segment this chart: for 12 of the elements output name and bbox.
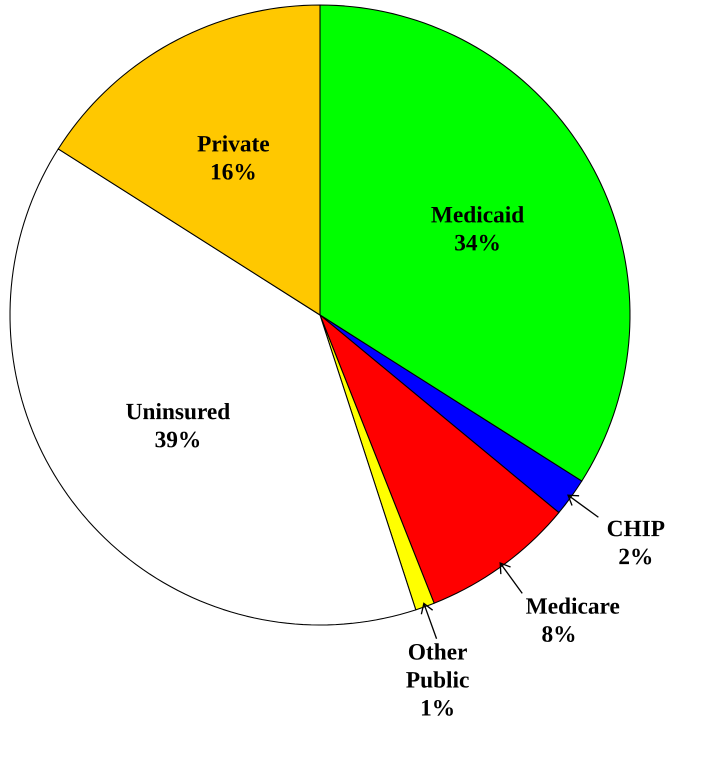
slice-label: Other Public bbox=[406, 643, 469, 688]
data-label: 8% bbox=[542, 626, 574, 642]
legend-label: Medicare bbox=[526, 597, 620, 614]
data-label: 34% bbox=[455, 234, 499, 251]
data-label: 1% bbox=[422, 700, 453, 716]
data-label: 16% bbox=[212, 164, 255, 180]
slice-label: Private bbox=[198, 135, 270, 152]
slice-label: CHIP bbox=[608, 520, 664, 536]
data-label: 39% bbox=[155, 432, 200, 448]
slice-label: Medicaid bbox=[431, 206, 524, 223]
slice-label: Uninsured bbox=[126, 402, 230, 420]
data-label: 2% bbox=[619, 548, 652, 564]
